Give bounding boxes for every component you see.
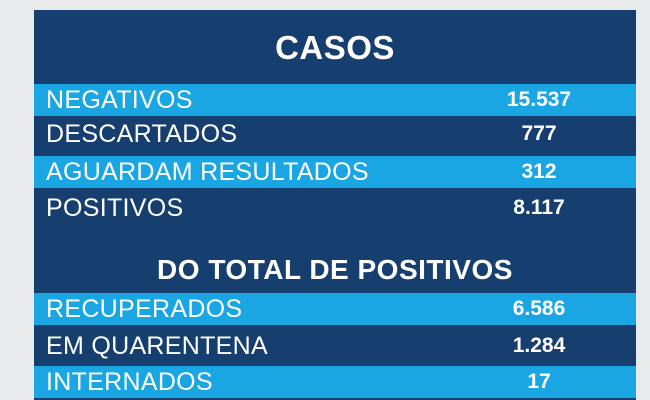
row-descartados: DESCARTADOS 777 xyxy=(34,118,636,150)
row-value: 15.537 xyxy=(506,88,572,111)
casos-heading: CASOS xyxy=(275,29,395,66)
row-label: DESCARTADOS xyxy=(46,120,238,148)
positivos-heading: DO TOTAL DE POSITIVOS xyxy=(157,254,513,285)
cases-panel: CASOS NEGATIVOS 15.537 DESCARTADOS 777 A… xyxy=(34,10,636,400)
row-label: POSITIVOS xyxy=(46,194,184,222)
row-value: 312 xyxy=(521,160,557,183)
row-value: 8.117 xyxy=(513,196,565,219)
row-value: 17 xyxy=(527,370,551,393)
row-value: 6.586 xyxy=(512,297,566,320)
row-value: 777 xyxy=(521,122,557,145)
row-label: AGUARDAM RESULTADOS xyxy=(46,158,369,186)
row-label: EM QUARENTENA xyxy=(46,332,268,360)
row-value: 1.284 xyxy=(512,334,566,357)
row-em-quarentena: EM QUARENTENA 1.284 xyxy=(34,330,636,362)
row-recuperados: RECUPERADOS 6.586 xyxy=(34,293,636,325)
row-negativos: NEGATIVOS 15.537 xyxy=(34,84,636,116)
row-positivos: POSITIVOS 8.117 xyxy=(34,192,636,224)
row-aguardam-resultados: AGUARDAM RESULTADOS 312 xyxy=(34,156,636,188)
row-label: RECUPERADOS xyxy=(46,295,243,323)
row-label: INTERNADOS xyxy=(46,368,213,396)
row-label: NEGATIVOS xyxy=(46,86,193,114)
row-internados: INTERNADOS 17 xyxy=(34,366,636,398)
